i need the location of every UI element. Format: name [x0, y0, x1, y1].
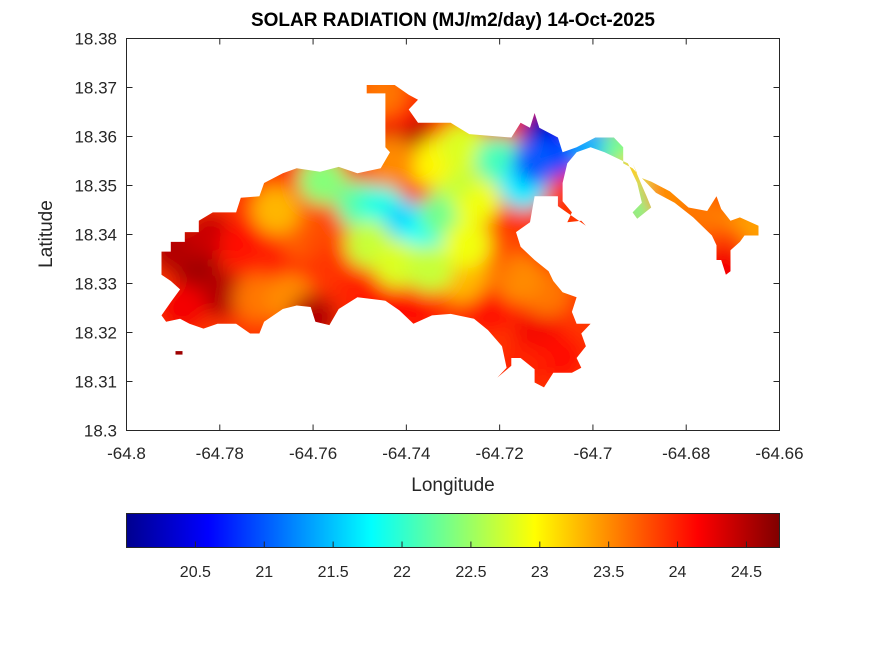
- field-sample: [443, 220, 491, 269]
- x-tick-label: -64.72: [476, 444, 524, 463]
- x-tick-label: -64.78: [196, 444, 244, 463]
- x-axis-label: Longitude: [411, 475, 494, 496]
- x-tick-label: -64.76: [289, 444, 337, 463]
- colorbar-tick-label: 21.5: [318, 564, 349, 581]
- y-tick-label: 18.32: [74, 324, 117, 343]
- colorbar-tick-label: 24: [669, 564, 687, 581]
- field-sample: [251, 186, 300, 234]
- y-axis: 18.3 18.31 18.32 18.33 18.34 18.35 18.36 18.37 1…: [74, 30, 780, 441]
- colorbar-tick-label: 24.5: [731, 564, 762, 581]
- colorbar-tick-label: 20.5: [180, 564, 211, 581]
- colorbar-gradient: [126, 513, 780, 548]
- y-axis-label: Latitude: [36, 200, 57, 268]
- y-tick-label: 18.34: [74, 226, 117, 245]
- islet: [175, 351, 183, 355]
- x-axis: -64.8 -64.78 -64.76 -64.74 -64.72 -64.7 -64.68…: [107, 38, 804, 463]
- x-tick-label: -64.74: [382, 444, 430, 463]
- colorbar-tick-label: 22.5: [455, 564, 486, 581]
- y-tick-label: 18.38: [74, 30, 117, 49]
- field-sample: [536, 333, 585, 381]
- y-tick-label: 18.37: [74, 79, 117, 98]
- colorbar-tick-label: 21: [255, 564, 273, 581]
- y-tick-label: 18.33: [74, 275, 117, 294]
- colorbar: 20.5 21 21.5 22 22.5 23 23.5 24 24.5: [126, 513, 780, 581]
- y-tick-label: 18.31: [74, 373, 117, 392]
- x-tick-label: -64.7: [574, 444, 613, 463]
- field-sample: [161, 225, 198, 274]
- field-sample: [513, 137, 561, 185]
- y-tick-label: 18.36: [74, 128, 117, 147]
- x-tick-label: -64.68: [662, 444, 710, 463]
- colorbar-ticks: 20.5 21 21.5 22 22.5 23 23.5 24 24.5: [180, 541, 762, 581]
- y-tick-label: 18.3: [84, 422, 117, 441]
- x-tick-label: -64.8: [107, 444, 146, 463]
- colorbar-tick-label: 22: [393, 564, 411, 581]
- x-tick-label: -64.66: [755, 444, 803, 463]
- colorbar-tick-label: 23.5: [593, 564, 624, 581]
- colorbar-tick-label: 23: [531, 564, 549, 581]
- field-sample: [405, 244, 454, 293]
- chart-title: SOLAR RADIATION (MJ/m2/day) 14-Oct-2025: [251, 10, 655, 31]
- field-sample: [195, 269, 244, 318]
- y-tick-label: 18.35: [74, 177, 117, 196]
